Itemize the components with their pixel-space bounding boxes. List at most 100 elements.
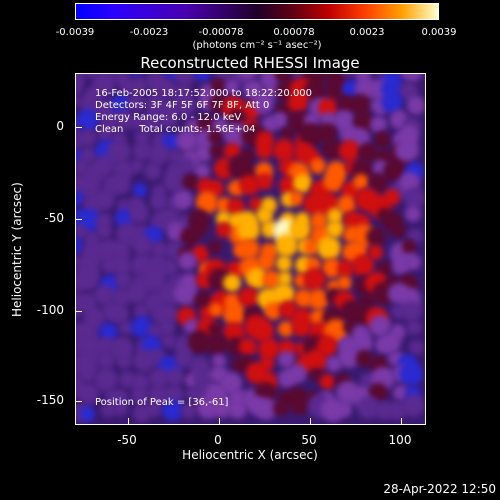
image-blob bbox=[76, 94, 82, 109]
image-blob bbox=[368, 173, 389, 193]
image-blob bbox=[355, 349, 373, 367]
image-blob bbox=[92, 74, 115, 97]
image-blob bbox=[187, 330, 212, 354]
image-blob bbox=[76, 235, 84, 257]
image-blob bbox=[401, 300, 422, 322]
image-blob bbox=[288, 364, 307, 383]
image-blob bbox=[351, 241, 368, 258]
image-blob bbox=[403, 187, 425, 209]
image-blob bbox=[132, 183, 147, 198]
image-blob bbox=[113, 401, 129, 416]
colorbar-tick: -0.00078 bbox=[198, 27, 244, 38]
image-blob bbox=[83, 74, 102, 79]
image-blob bbox=[338, 140, 361, 162]
image-blob bbox=[252, 320, 275, 342]
image-blob bbox=[208, 130, 224, 145]
image-blob bbox=[357, 142, 378, 163]
image-blob bbox=[349, 94, 371, 116]
image-blob bbox=[134, 304, 150, 319]
image-blob bbox=[222, 273, 242, 293]
image-blob bbox=[76, 109, 99, 132]
image-blob bbox=[76, 191, 84, 207]
image-blob bbox=[323, 171, 345, 192]
colorbar-tick: 0.0039 bbox=[421, 27, 457, 38]
image-blob bbox=[113, 389, 129, 405]
image-blob bbox=[278, 320, 295, 337]
info-line: Energy Range: 6.0 - 12.0 keV bbox=[95, 112, 242, 123]
image-blob bbox=[111, 255, 133, 277]
x-tick: 100 bbox=[388, 433, 412, 447]
image-blob bbox=[223, 302, 246, 326]
image-blob bbox=[288, 219, 311, 241]
image-blob bbox=[319, 374, 336, 390]
image-blob bbox=[383, 189, 400, 206]
image-blob bbox=[163, 260, 179, 276]
image-blob bbox=[175, 349, 194, 369]
image-blob bbox=[97, 124, 115, 142]
image-blob bbox=[193, 162, 210, 180]
image-blob bbox=[338, 346, 360, 368]
image-blob bbox=[307, 288, 330, 311]
colorbar-unit: (photons cm⁻² s⁻¹ asec⁻²) bbox=[192, 40, 322, 51]
image-blob bbox=[143, 162, 163, 181]
image-blob bbox=[76, 267, 100, 291]
image-blob bbox=[406, 319, 422, 335]
colorbar bbox=[75, 3, 439, 20]
image-blob bbox=[180, 403, 197, 419]
image-blob bbox=[79, 406, 96, 422]
image-blob bbox=[205, 332, 228, 355]
image-blob bbox=[101, 403, 116, 418]
peak-position: Position of Peak = [36,-61] bbox=[95, 397, 229, 408]
image-blob bbox=[299, 122, 324, 147]
image-blob bbox=[239, 238, 260, 260]
image-blob bbox=[113, 159, 135, 182]
image-blob bbox=[131, 77, 149, 95]
image-blob bbox=[194, 143, 213, 162]
image-blob bbox=[373, 131, 391, 149]
image-blob bbox=[273, 400, 289, 416]
image-blob bbox=[96, 222, 113, 239]
image-blob bbox=[253, 92, 275, 114]
image-blob bbox=[140, 111, 162, 132]
image-blob bbox=[94, 368, 118, 392]
image-blob bbox=[236, 219, 260, 243]
image-blob bbox=[321, 139, 342, 160]
image-blob bbox=[113, 110, 134, 130]
image-blob bbox=[148, 368, 169, 388]
image-blob bbox=[336, 194, 357, 214]
image-blob bbox=[302, 267, 326, 291]
image-blob bbox=[133, 236, 154, 257]
image-blob bbox=[76, 301, 83, 319]
y-tick: -50 bbox=[44, 211, 64, 225]
image-blob bbox=[107, 140, 131, 165]
image-blob bbox=[209, 143, 226, 160]
image-plot bbox=[75, 73, 426, 425]
image-blob bbox=[214, 74, 233, 83]
image-blob bbox=[256, 172, 273, 190]
image-blob bbox=[129, 74, 145, 78]
image-blob bbox=[148, 143, 170, 166]
image-blob bbox=[292, 317, 312, 337]
image-blob bbox=[288, 92, 309, 113]
image-blob bbox=[356, 395, 381, 420]
image-blob bbox=[368, 315, 391, 338]
image-blob bbox=[340, 74, 357, 78]
image-blob bbox=[326, 207, 343, 224]
image-blob bbox=[408, 339, 425, 355]
image-blob bbox=[194, 74, 211, 81]
x-axis-label: Heliocentric X (arcsec) bbox=[182, 448, 318, 462]
image-blob bbox=[239, 337, 258, 356]
image-blob bbox=[116, 354, 133, 370]
image-blob bbox=[129, 115, 145, 131]
image-blob bbox=[109, 304, 129, 324]
image-blob bbox=[401, 393, 425, 418]
image-blob bbox=[112, 176, 131, 195]
image-blob bbox=[255, 398, 277, 420]
image-blob bbox=[239, 174, 260, 195]
image-blob bbox=[404, 205, 421, 222]
image-blob bbox=[278, 351, 296, 369]
image-blob bbox=[192, 222, 208, 238]
image-blob bbox=[292, 174, 312, 194]
image-blob bbox=[130, 315, 154, 339]
image-blob bbox=[195, 272, 213, 290]
